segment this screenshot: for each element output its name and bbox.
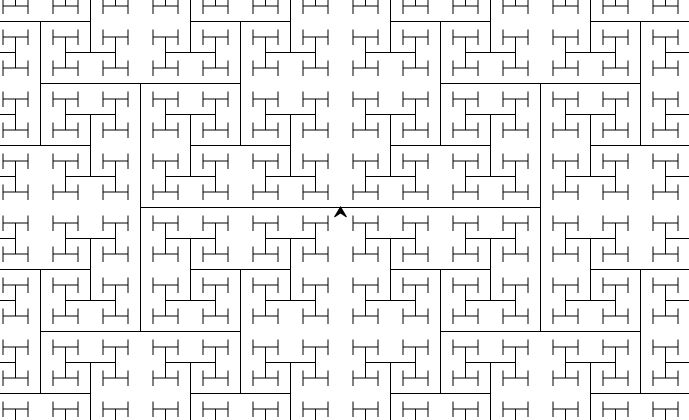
turtle-arrow-icon: [334, 206, 347, 218]
